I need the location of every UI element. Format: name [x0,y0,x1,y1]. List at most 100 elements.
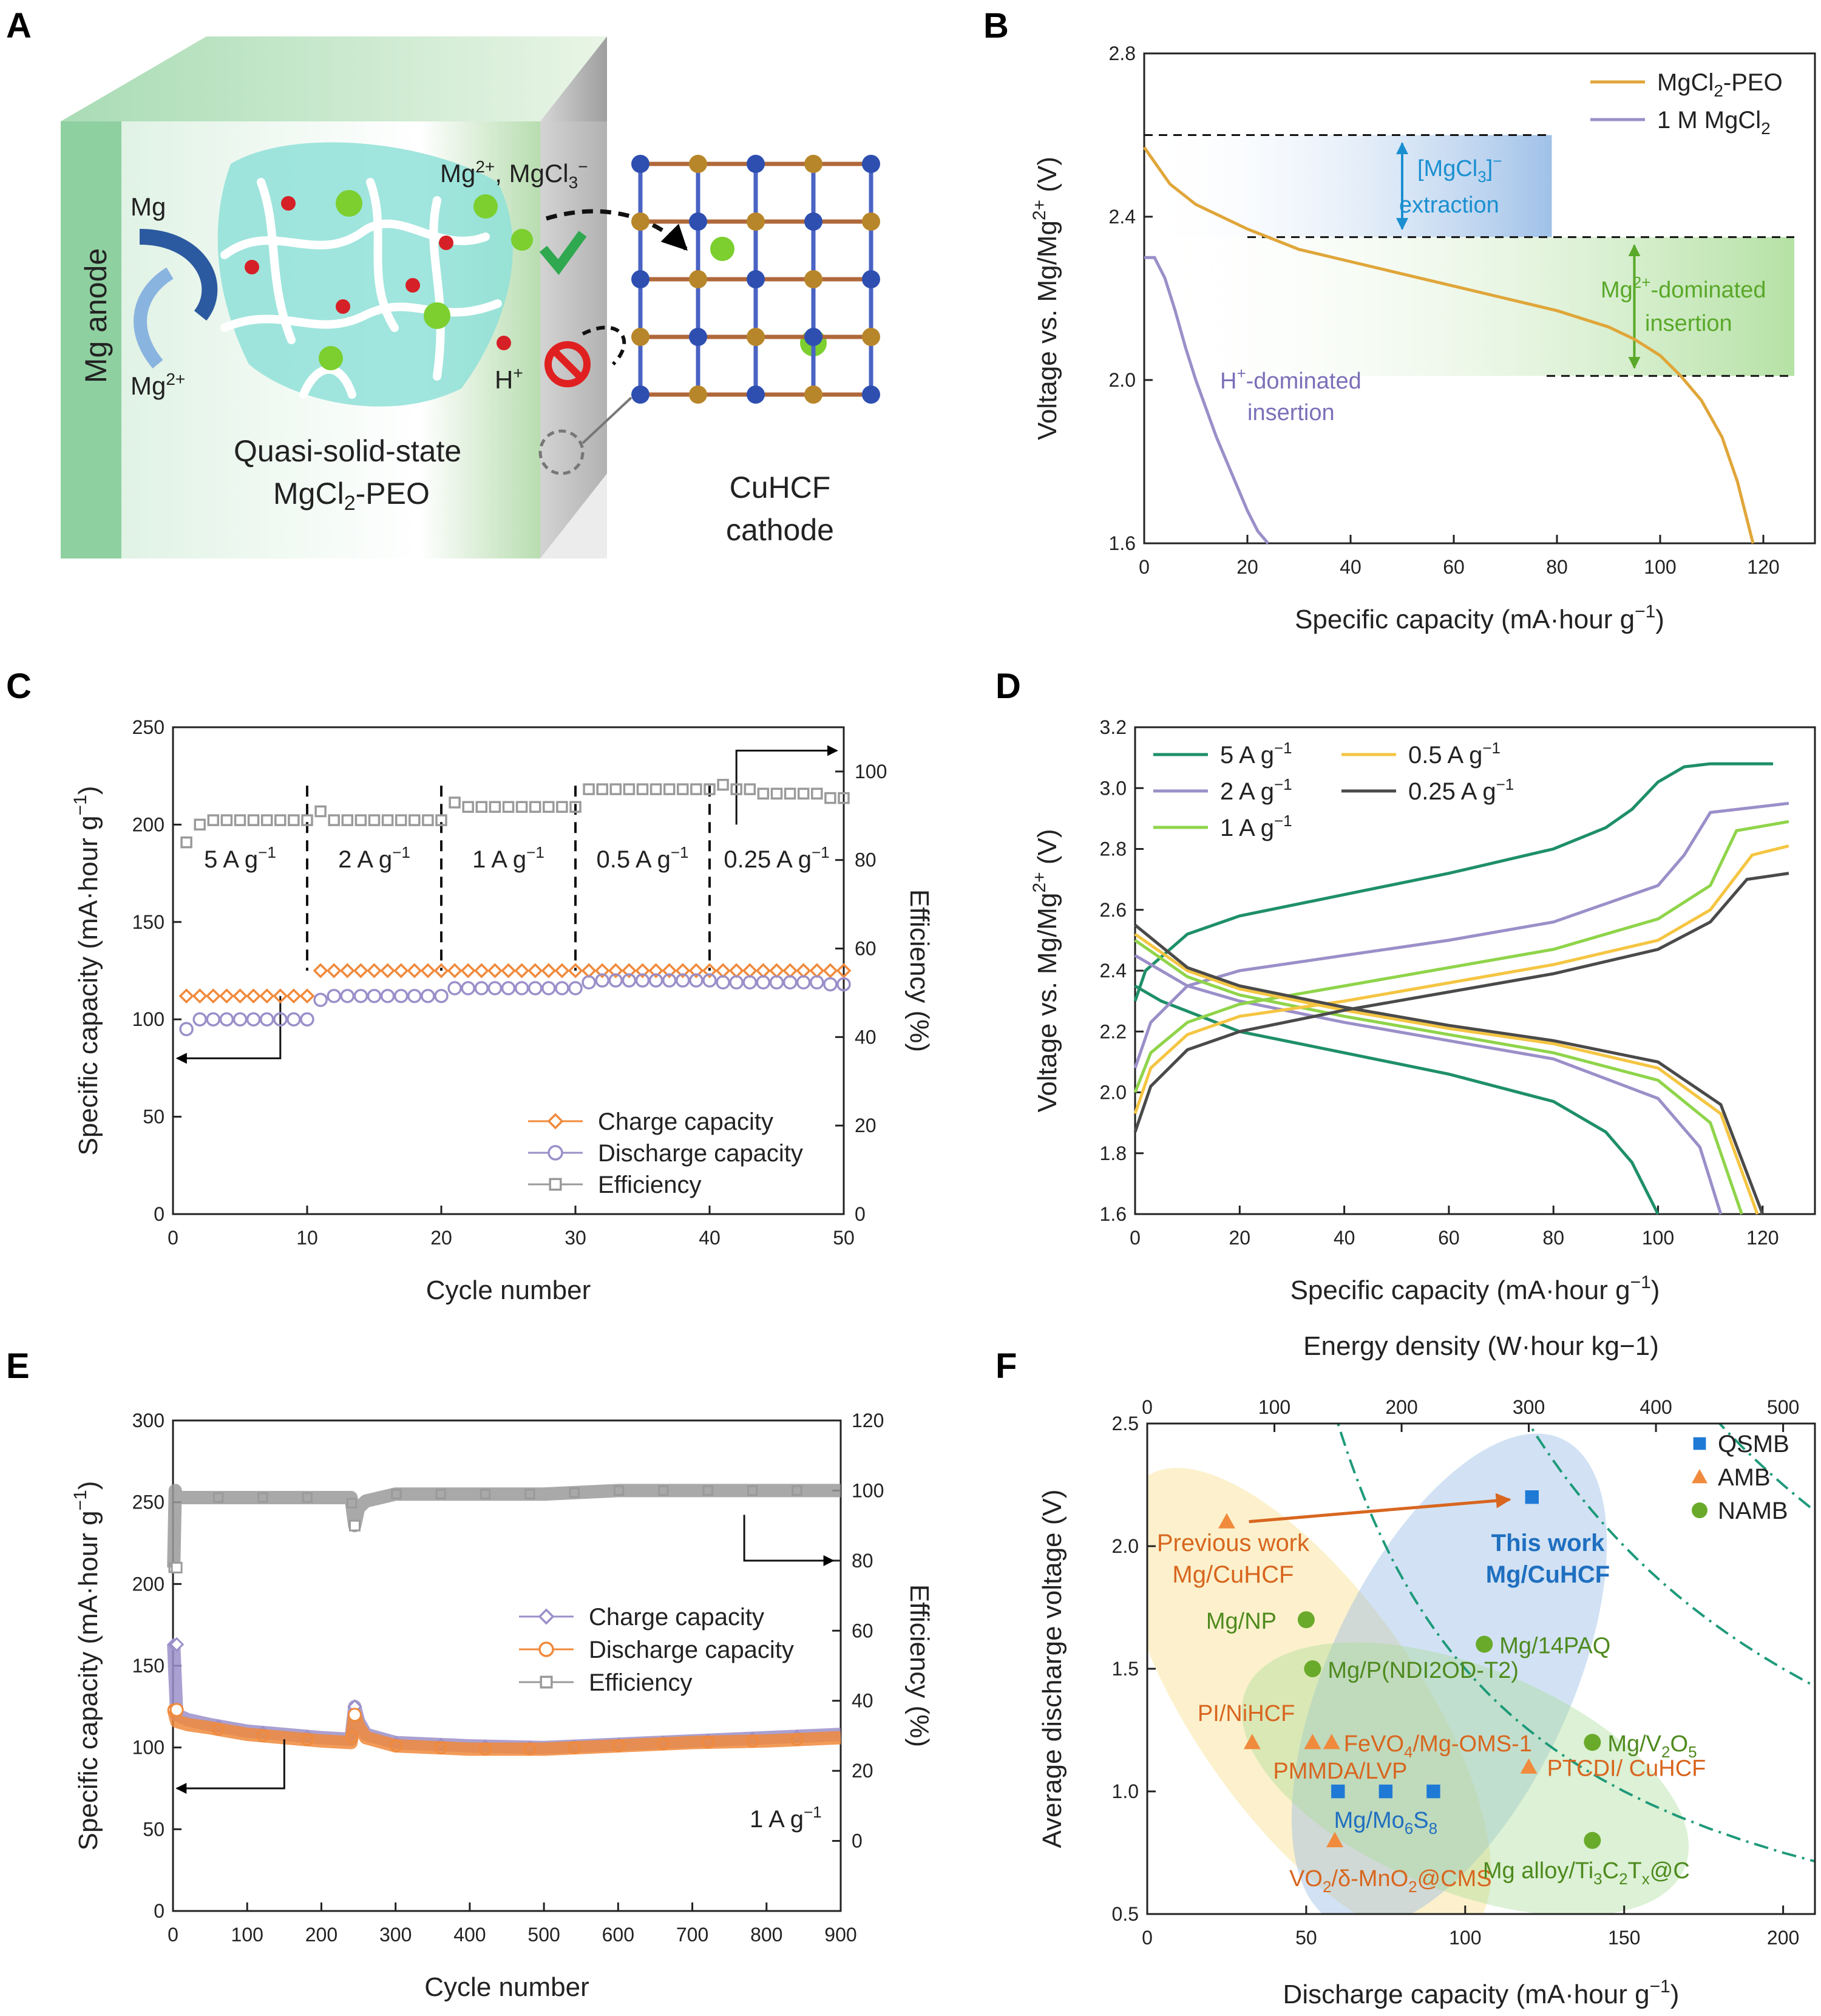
legend-label: MgCl2-PEO [1657,69,1783,100]
data-point [420,963,436,979]
panel-e: E 0 100 200 300 400 500 600 700 800 9000501001502… [6,1346,934,2002]
data-point [501,981,516,996]
data-point [747,1485,758,1496]
plot-frame [172,726,845,1215]
data-point [581,963,597,979]
data-point [663,783,676,795]
data-point [259,1012,274,1027]
data-point [730,783,742,795]
data-point [1243,1734,1261,1750]
x-tick-label: 0 [168,1227,178,1249]
data-point [514,981,529,996]
y-tick-label: 20 [852,1760,873,1782]
data-point [393,963,409,979]
legend-marker [547,1113,564,1130]
data-point [769,963,784,979]
y-tick-label: 50 [143,1818,164,1840]
data-point [622,973,637,988]
left-axis-arrow-icon [175,1739,285,1794]
panel-label-f: F [995,1346,1017,1386]
improvement-arrow-icon [1249,1493,1511,1524]
data-point [702,963,717,979]
mg-ion-icon [511,229,533,251]
y-tick-label: 2.4 [1100,960,1127,982]
zoom-line [582,396,632,444]
data-point [797,787,810,800]
data-point [677,783,689,795]
cathode-label-line1: CuHCF [730,470,831,504]
x-tick-label: 0 [1130,1227,1141,1249]
y-axis-label: Specific capacity (mA·hour g−1) [70,786,103,1156]
y-tick-label: 2.8 [1100,838,1127,860]
data-point [1304,1660,1321,1677]
data-point [194,818,206,831]
y-tick-label: 0 [855,1203,866,1225]
chart-b: 0 20 40 60 80 100 120 1.6 2.0 2.4 2.8 MgCl2-PEO 1 M … [1029,42,1816,634]
y-tick-label: 3.0 [1100,777,1127,799]
lattice-atom-icon [747,385,765,404]
extraction-label-line1: [MgCl3]− [1417,152,1502,186]
data-point [206,1012,221,1027]
data-point [232,1012,248,1027]
point-label: Mg/NP [1206,1609,1277,1634]
point-label: PMMDA/LVP [1273,1759,1407,1784]
legend-label: Discharge capacity [598,1140,803,1167]
panel-label-a: A [6,6,32,46]
data-point [662,973,677,988]
data-point [635,963,650,979]
x2-axis-label: Energy density (W·hour kg−1) [1303,1331,1659,1361]
h-insertion-label-line1: H+-dominated [1220,364,1362,394]
y-tick-label: 1.0 [1112,1780,1139,1802]
panel-f: F 0 50 100 150 200 0 100 200 300 400 500 0.5 1.0 1.5 2… [995,1331,1816,2009]
lattice-atom-icon [631,270,649,288]
x-axis-label: Specific capacity (mA·hour g−1) [1290,1272,1660,1305]
series-band [167,1484,841,1568]
x-tick-label: 100 [231,1924,263,1946]
data-point [523,1742,537,1756]
y-tick-label: 1.5 [1112,1658,1139,1680]
data-point [169,1637,185,1652]
data-point [300,1733,314,1746]
legend-label: Discharge capacity [589,1637,794,1663]
x-tick-label: 20 [1236,556,1258,578]
data-point [327,988,341,1003]
x-tick-label: 0 [168,1924,178,1946]
legend-label: Efficiency [589,1669,692,1696]
data-point [171,1561,183,1573]
lattice-atom-icon [804,385,822,404]
charge-curve [1133,872,1789,1133]
legend-label: Charge capacity [589,1604,764,1631]
rate-label: 0.25 A g−1 [724,843,829,873]
lattice-atom-icon [631,155,649,173]
point-label: Mg/Mo6S8 [1334,1808,1437,1838]
y2-axis-label: Efficiency (%) [904,889,934,1052]
x-axis-label: Specific capacity (mA·hour g−1) [1295,602,1664,634]
y-tick-label: 50 [143,1106,164,1128]
data-point [657,1737,670,1751]
lattice-atom-icon [862,212,880,231]
data-point [180,836,192,849]
data-point [314,805,327,818]
data-point [313,993,328,1007]
data-point [234,814,246,826]
data-point [769,975,784,989]
x-tick-label: 80 [1542,1227,1564,1249]
data-point [514,963,530,979]
data-point [824,792,836,804]
energy-contour [1718,1424,1815,1513]
x-tick-label: 100 [1449,1927,1481,1949]
x-tick-label: 60 [1443,556,1465,578]
y-tick-label: 1.6 [1109,532,1136,554]
data-point [595,973,609,988]
legend-marker [549,1178,562,1191]
panel-b-annotation-text: [MgCl3]− extraction Mg2+-dominated inser… [1220,152,1766,426]
discharge-curve [1134,923,1765,1215]
lattice-atom-icon [747,270,765,288]
x-axis-label: Cycle number [424,1972,589,2002]
y-axis-label: Average discharge voltage (V) [1037,1489,1067,1848]
lattice-atom-icon [689,155,707,173]
x-tick-label: 40 [699,1227,721,1249]
data-point [339,963,355,979]
data-point [704,783,716,795]
